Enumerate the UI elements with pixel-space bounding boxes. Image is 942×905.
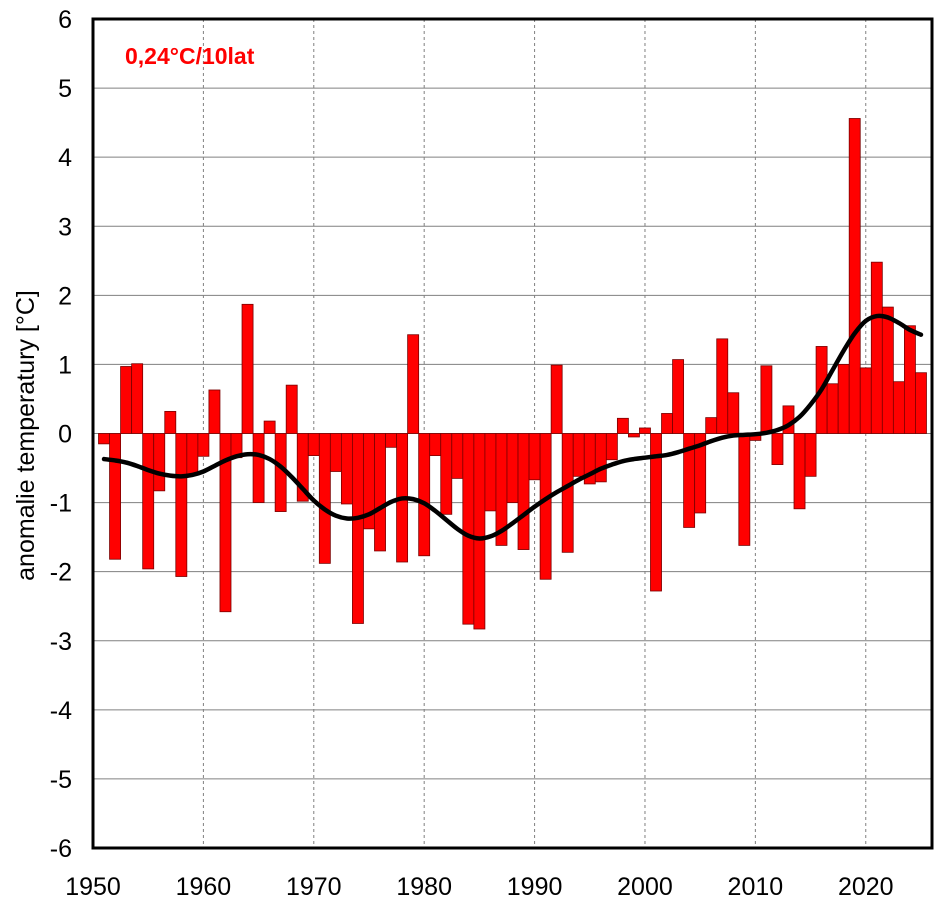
bar-2019 [848,118,861,434]
bar-2024 [904,325,916,434]
bar-1997 [605,433,618,461]
y-tick-label: 4 [58,144,72,172]
bar-1982 [440,433,453,515]
y-tick-label: 5 [58,75,72,103]
y-tick-label: -6 [50,835,72,863]
bar-1980 [418,433,431,557]
bar-1974 [352,433,364,624]
bar-1959 [186,433,199,476]
bar-1969 [296,433,309,502]
x-axis-tick-labels: 1950 1960 1970 1980 1990 2000 2010 2020 [65,873,893,901]
bar-1957 [164,410,177,434]
y-tick-label: -3 [50,628,72,656]
y-tick-label: -5 [50,766,72,794]
bar-1973 [340,433,353,505]
x-tick-label: 1960 [176,873,232,901]
y-tick-label: 6 [58,6,72,34]
bar-1999 [628,433,640,438]
bar-2023 [892,381,905,434]
y-axis-title: anomalie temperatury [°C] [12,290,40,581]
bar-1952 [109,433,121,560]
bar-2000 [639,427,651,434]
bar-2012 [771,433,784,465]
anomaly-bars [98,118,927,630]
x-tick-label: 1980 [396,873,452,901]
bar-1984 [462,433,475,625]
bar-1988 [506,433,519,503]
bar-1977 [385,433,397,448]
y-tick-label: 1 [58,351,72,379]
y-tick-label: -4 [50,697,72,725]
bar-1993 [561,433,574,553]
bar-1951 [98,433,110,445]
bar-2018 [837,364,850,434]
bar-2001 [650,433,662,592]
trend-rate-annotation: 0,24°C/10lat [125,43,255,69]
bar-1970 [307,433,320,457]
bar-1960 [197,433,210,457]
x-tick-label: 2000 [617,873,673,901]
bar-2002 [661,413,673,434]
bar-1976 [374,433,386,552]
bar-1954 [131,363,144,434]
bar-1953 [120,366,133,434]
bar-2007 [716,338,729,434]
x-tick-label: 2020 [838,873,894,901]
bar-2003 [672,359,685,434]
trend-line [101,313,924,541]
bar-1996 [594,433,607,483]
bar-1968 [285,384,298,434]
bar-1983 [451,433,464,479]
plot-frame [91,17,934,850]
bar-1961 [208,389,221,434]
bar-1965 [252,433,265,503]
y-tick-label: 2 [58,282,72,310]
bar-2022 [881,306,894,434]
bar-1992 [550,364,563,434]
bar-1986 [484,433,497,512]
bar-1994 [572,433,585,477]
x-tick-label: 2010 [728,873,784,901]
bar-1981 [429,433,442,457]
bar-1990 [528,433,541,481]
bar-1956 [153,433,166,492]
bar-1962 [219,433,232,613]
bar-2008 [727,392,740,434]
y-axis-tick-labels: -6 -5 -4 -3 -2 -1 0 1 2 3 4 5 6 [50,6,72,863]
x-tick-label: 1990 [507,873,563,901]
y-tick-label: 3 [58,213,72,241]
bar-2017 [826,383,839,434]
bar-1958 [175,433,188,577]
bar-1991 [539,433,552,580]
bar-2006 [705,417,718,434]
y-tick-label: -1 [50,490,72,518]
bar-2005 [694,433,707,514]
bar-1998 [616,417,629,434]
bar-1955 [142,433,155,570]
bar-2011 [760,365,773,434]
y-tick-label: -2 [50,559,72,587]
bar-2021 [870,261,883,434]
bar-1985 [473,433,486,630]
bar-1966 [263,420,276,434]
x-tick-label: 1970 [286,873,342,901]
bar-2009 [738,433,751,546]
y-tick-label: 0 [58,421,72,449]
bar-2020 [859,367,872,434]
bar-1971 [318,433,331,564]
bar-2015 [804,433,817,477]
bar-1979 [407,334,420,434]
bar-2014 [793,433,806,510]
bar-1989 [517,433,530,550]
x-tick-label: 1950 [65,873,121,901]
bar-2025 [915,372,927,434]
bar-1964 [241,303,254,434]
bar-1972 [329,433,342,472]
